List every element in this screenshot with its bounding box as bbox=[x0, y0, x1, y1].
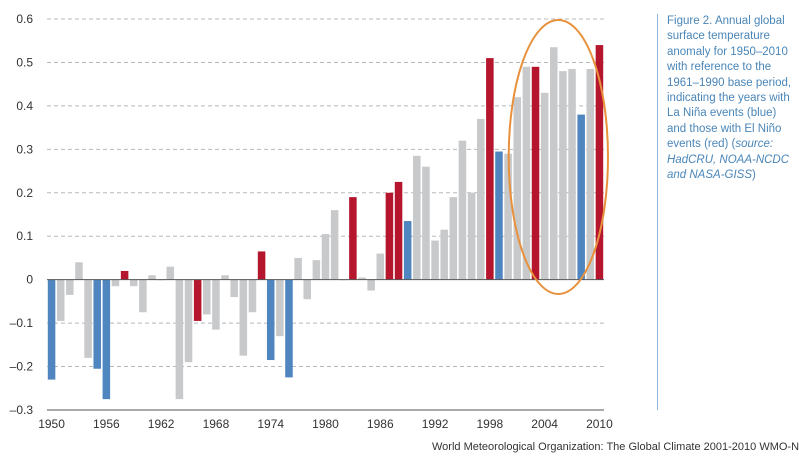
x-tick-label: 1962 bbox=[148, 417, 175, 431]
bar-1960 bbox=[139, 279, 147, 313]
bar-1985 bbox=[367, 279, 375, 291]
bar-1980 bbox=[321, 234, 330, 280]
bar-2005 bbox=[550, 47, 558, 280]
bar-2003 bbox=[531, 66, 540, 280]
bar-1977 bbox=[294, 257, 302, 280]
x-tick-label: 1974 bbox=[257, 417, 284, 431]
bar-1958 bbox=[120, 270, 129, 280]
x-tick-label: 1986 bbox=[367, 417, 394, 431]
bar-1981 bbox=[330, 210, 339, 280]
figure-caption: Figure 2. Annual global surface temperat… bbox=[667, 14, 797, 183]
bar-1955 bbox=[93, 279, 101, 369]
bar-2004 bbox=[540, 92, 549, 280]
bar-1984 bbox=[358, 277, 366, 280]
bar-1969 bbox=[221, 275, 229, 280]
caption-text: Figure 2. Annual global surface temperat… bbox=[667, 15, 792, 151]
y-tick-label: 0.5 bbox=[16, 55, 33, 69]
bar-1979 bbox=[312, 260, 321, 280]
x-tick-labels: 1950 1956 1962 1968 1974 1980 1986 1992 1998 2004… bbox=[38, 417, 613, 431]
bar-2007 bbox=[568, 68, 576, 280]
decade-highlight-ellipse bbox=[507, 19, 609, 295]
bar-1973 bbox=[257, 251, 266, 280]
bar-1992 bbox=[431, 240, 439, 280]
bar-1950 bbox=[47, 279, 56, 380]
bar-1951 bbox=[56, 279, 65, 321]
bar-1964 bbox=[175, 279, 184, 400]
bar-1957 bbox=[111, 279, 120, 287]
bar-1959 bbox=[129, 279, 138, 287]
bar-1995 bbox=[458, 140, 467, 280]
bar-1974 bbox=[266, 279, 275, 361]
bar-1994 bbox=[449, 197, 458, 280]
x-tick-label: 1968 bbox=[203, 417, 230, 431]
caption-source: source: HadCRU, NOAA-NCDC and NASA-GISS bbox=[667, 138, 790, 182]
bar-1954 bbox=[84, 279, 92, 358]
x-tick-label: 1950 bbox=[38, 417, 65, 431]
x-tick-label: 1956 bbox=[93, 417, 120, 431]
y-tick-label: 0.6 bbox=[16, 12, 33, 26]
bar-2008 bbox=[577, 114, 585, 280]
bar-1971 bbox=[239, 279, 248, 356]
bar-1990 bbox=[413, 155, 421, 280]
bar-1952 bbox=[66, 279, 74, 295]
bar-2006 bbox=[559, 71, 567, 280]
bar-1953 bbox=[75, 262, 83, 280]
y-tick-label: 0.2 bbox=[16, 186, 33, 200]
x-tick-label: 1998 bbox=[477, 417, 504, 431]
bar-1970 bbox=[230, 279, 238, 298]
bar-1997 bbox=[476, 118, 485, 280]
y-tick-label: 0 bbox=[26, 273, 33, 287]
bar-1996 bbox=[467, 192, 476, 280]
bar-1989 bbox=[403, 221, 412, 280]
y-tick-label: 0.3 bbox=[16, 142, 33, 156]
bars bbox=[47, 45, 604, 400]
y-tick-label: –0.2 bbox=[10, 360, 34, 374]
bar-2009 bbox=[586, 68, 595, 280]
caption-divider bbox=[657, 14, 658, 410]
bar-2000 bbox=[504, 153, 512, 280]
x-tick-label: 1992 bbox=[422, 417, 449, 431]
bar-1968 bbox=[212, 279, 220, 330]
y-tick-labels: 0.6 0.5 0.4 0.3 0.2 0.1 0 –0.1 –0.2 –0.3 bbox=[10, 12, 34, 417]
bar-1987 bbox=[385, 192, 394, 280]
y-tick-label: –0.1 bbox=[10, 316, 34, 330]
source-credit: World Meteorological Organization: The G… bbox=[432, 441, 799, 453]
bar-2002 bbox=[522, 66, 531, 280]
bar-2001 bbox=[513, 97, 522, 280]
x-tick-label: 1980 bbox=[312, 417, 339, 431]
bar-1965 bbox=[184, 279, 193, 363]
bar-1961 bbox=[148, 275, 156, 280]
bar-1986 bbox=[376, 253, 385, 280]
bar-2010 bbox=[595, 45, 604, 280]
temperature-anomaly-chart: 0.6 0.5 0.4 0.3 0.2 0.1 0 –0.1 –0.2 –0.3 1950 1956… bbox=[10, 12, 613, 431]
x-tick-label: 2010 bbox=[586, 417, 613, 431]
bar-1993 bbox=[440, 229, 448, 280]
bar-1999 bbox=[495, 151, 503, 280]
bar-1988 bbox=[394, 181, 403, 280]
bar-1975 bbox=[276, 279, 284, 337]
y-tick-label: –0.3 bbox=[10, 403, 34, 417]
bar-1963 bbox=[166, 266, 175, 280]
caption-suffix: ) bbox=[752, 169, 756, 182]
bar-1966 bbox=[193, 279, 202, 321]
bar-1978 bbox=[303, 279, 312, 300]
y-tick-label: 0.1 bbox=[16, 229, 33, 243]
bar-1976 bbox=[285, 279, 293, 378]
bar-1998 bbox=[486, 58, 494, 280]
bar-1967 bbox=[203, 279, 211, 315]
x-tick-label: 2004 bbox=[531, 417, 558, 431]
bar-1956 bbox=[102, 279, 111, 400]
bar-1972 bbox=[248, 279, 257, 313]
y-tick-label: 0.4 bbox=[16, 99, 33, 113]
bar-1991 bbox=[422, 166, 430, 280]
bar-1983 bbox=[349, 197, 357, 280]
